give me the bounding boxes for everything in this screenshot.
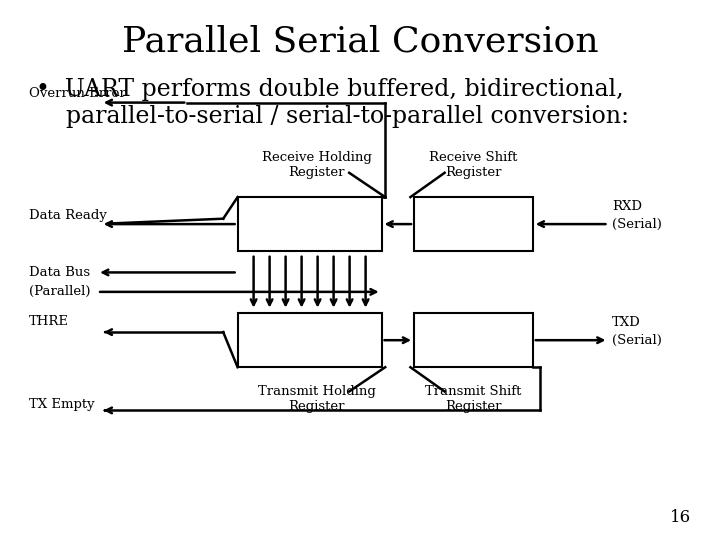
Text: parallel-to-serial / serial-to-parallel conversion:: parallel-to-serial / serial-to-parallel … xyxy=(36,105,629,129)
Text: Receive Shift
Register: Receive Shift Register xyxy=(429,151,518,179)
Text: Data Bus: Data Bus xyxy=(29,266,90,279)
Bar xyxy=(238,197,382,251)
Text: THRE: THRE xyxy=(29,315,69,328)
Text: •  UART performs double buffered, bidirectional,: • UART performs double buffered, bidirec… xyxy=(36,78,624,102)
Text: Transmit Shift
Register: Transmit Shift Register xyxy=(426,385,521,413)
Text: Transmit Holding
Register: Transmit Holding Register xyxy=(258,385,376,413)
Text: TX Empty: TX Empty xyxy=(29,399,94,411)
Text: (Serial): (Serial) xyxy=(612,334,662,347)
Text: (Parallel): (Parallel) xyxy=(29,285,90,299)
Text: Parallel Serial Conversion: Parallel Serial Conversion xyxy=(122,24,598,58)
Text: TXD: TXD xyxy=(612,316,641,329)
Text: 16: 16 xyxy=(670,510,691,526)
Text: Receive Holding
Register: Receive Holding Register xyxy=(262,151,372,179)
Text: Overrun Error: Overrun Error xyxy=(29,87,125,100)
Bar xyxy=(414,197,533,251)
Bar xyxy=(414,313,533,367)
Text: Data Ready: Data Ready xyxy=(29,210,107,222)
Bar xyxy=(238,313,382,367)
Text: (Serial): (Serial) xyxy=(612,218,662,231)
Text: RXD: RXD xyxy=(612,200,642,213)
